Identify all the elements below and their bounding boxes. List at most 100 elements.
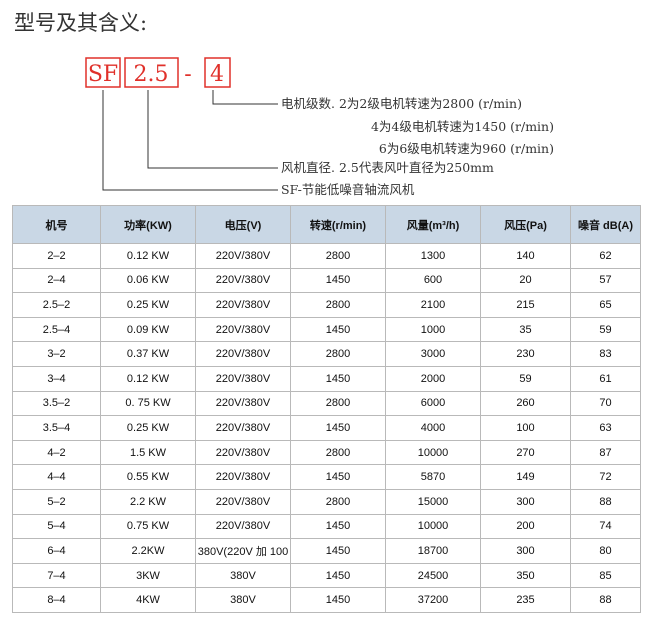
table-row: 4–2 1.5 KW 220V/380V 2800 10000 270 87 <box>12 439 641 466</box>
table-cell: 37200 <box>385 587 481 613</box>
table-cell: 18700 <box>385 538 481 564</box>
table-row: 2–4 0.06 KW 220V/380V 1450 600 20 57 <box>12 267 641 294</box>
table-cell: 57 <box>570 267 641 294</box>
table-cell: 4–4 <box>12 464 101 490</box>
table-cell: 149 <box>480 464 571 490</box>
part-box <box>124 57 179 88</box>
table-cell: 2800 <box>290 488 386 515</box>
note: 4为4级电机转速为1450 (r/min) <box>371 119 554 134</box>
table-cell: 2.5–4 <box>12 316 101 343</box>
table-cell: 1300 <box>385 243 481 269</box>
table-cell: 2.2KW <box>100 538 196 564</box>
table-row: 2–2 0.12 KW 220V/380V 2800 1300 140 62 <box>12 243 641 269</box>
table-cell: 0.75 KW <box>100 513 196 540</box>
table-cell: 59 <box>570 316 641 343</box>
table-body: 2–2 0.12 KW 220V/380V 2800 1300 140 62 2–4 0.06 … <box>12 243 641 613</box>
note: 电机级数. 2为2级电机转速为2800 (r/min) <box>281 96 522 111</box>
table-cell: 1450 <box>290 464 386 490</box>
table-row: 2.5–4 0.09 KW 220V/380V 1450 1000 35 59 <box>12 316 641 343</box>
table-cell: 20 <box>480 267 571 294</box>
table-cell: 600 <box>385 267 481 294</box>
table-cell: 1450 <box>290 562 386 589</box>
table-cell: 2–2 <box>12 243 101 269</box>
part: - <box>184 62 191 87</box>
table-cell: 0.37 KW <box>100 341 196 367</box>
column-header: 机号 <box>12 205 101 244</box>
table-cell: 3KW <box>100 562 196 589</box>
table-cell: 88 <box>570 587 641 613</box>
table-cell: 0.25 KW <box>100 415 196 441</box>
column-header: 风压(Pa) <box>480 205 571 244</box>
table-cell: 72 <box>570 464 641 490</box>
table-cell: 2800 <box>290 292 386 318</box>
table-cell: 220V/380V <box>195 513 291 540</box>
table-cell: 3–4 <box>12 365 101 392</box>
table-cell: 0.06 KW <box>100 267 196 294</box>
column-header: 功率(KW) <box>100 205 196 244</box>
table-cell: 4KW <box>100 587 196 613</box>
table-cell: 230 <box>480 341 571 367</box>
note: 风机直径. 2.5代表风叶直径为250mm <box>281 160 494 175</box>
header-row: 机号 功率(KW) 电压(V) 转速(r/min) 风量(m³/h) 风压(Pa) 噪音 d… <box>12 205 641 244</box>
table-cell: 3.5–2 <box>12 390 101 417</box>
table-cell: 220V/380V <box>195 439 291 466</box>
table-cell: 63 <box>570 415 641 441</box>
table-cell: 220V/380V <box>195 341 291 367</box>
table-cell: 85 <box>570 562 641 589</box>
table-cell: 7–4 <box>12 562 101 589</box>
table-cell: 1450 <box>290 513 386 540</box>
table-cell: 62 <box>570 243 641 269</box>
table-cell: 0.25 KW <box>100 292 196 318</box>
note: 6为6级电机转速为960 (r/min) <box>379 141 554 156</box>
table-cell: 220V/380V <box>195 464 291 490</box>
table-cell: 200 <box>480 513 571 540</box>
table-cell: 1450 <box>290 365 386 392</box>
table-cell: 5870 <box>385 464 481 490</box>
table-cell: 2800 <box>290 439 386 466</box>
table-cell: 350 <box>480 562 571 589</box>
part-boxes <box>85 57 231 88</box>
table-cell: 4–2 <box>12 439 101 466</box>
table-cell: 220V/380V <box>195 390 291 417</box>
connectors <box>102 90 278 191</box>
table-cell: 300 <box>480 488 571 515</box>
table-cell: 220V/380V <box>195 243 291 269</box>
table-cell: 2000 <box>385 365 481 392</box>
table-cell: 87 <box>570 439 641 466</box>
table-cell: 80 <box>570 538 641 564</box>
table-cell: 380V(220V 加 100 <box>195 538 291 564</box>
part-box <box>204 57 231 88</box>
table-cell: 220V/380V <box>195 488 291 515</box>
table-cell: 83 <box>570 341 641 367</box>
part: 4 <box>210 62 224 87</box>
table-cell: 1450 <box>290 587 386 613</box>
table-row: 8–4 4KW 380V 1450 37200 235 88 <box>12 587 641 613</box>
table-cell: 6–4 <box>12 538 101 564</box>
table-cell: 220V/380V <box>195 292 291 318</box>
column-header: 电压(V) <box>195 205 291 244</box>
table-cell: 1450 <box>290 538 386 564</box>
part: 2.5 <box>134 62 169 87</box>
table-cell: 220V/380V <box>195 316 291 343</box>
table-cell: 4000 <box>385 415 481 441</box>
table-row: 3–2 0.37 KW 220V/380V 2800 3000 230 83 <box>12 341 641 367</box>
table-cell: 0.12 KW <box>100 243 196 269</box>
table-cell: 380V <box>195 587 291 613</box>
part: SF <box>88 62 118 87</box>
table-row: 5–2 2.2 KW 220V/380V 2800 15000 300 88 <box>12 488 641 515</box>
table-cell: 2100 <box>385 292 481 318</box>
model-diagram: 型号及其含义: SF 2.5 - 4 电机级数. 2为2级电机转速为2800 (… <box>14 11 554 197</box>
table-row: 7–4 3KW 380V 1450 24500 350 85 <box>12 562 641 589</box>
table-cell: 8–4 <box>12 587 101 613</box>
table-cell: 2–4 <box>12 267 101 294</box>
table-cell: 15000 <box>385 488 481 515</box>
table-row: 5–4 0.75 KW 220V/380V 1450 10000 200 74 <box>12 513 641 540</box>
table-row: 2.5–2 0.25 KW 220V/380V 2800 2100 215 65 <box>12 292 641 318</box>
part-box <box>85 57 121 88</box>
column-header: 风量(m³/h) <box>385 205 481 244</box>
table-cell: 6000 <box>385 390 481 417</box>
table-cell: 2800 <box>290 390 386 417</box>
table-cell: 70 <box>570 390 641 417</box>
table-cell: 59 <box>480 365 571 392</box>
table-cell: 1450 <box>290 316 386 343</box>
